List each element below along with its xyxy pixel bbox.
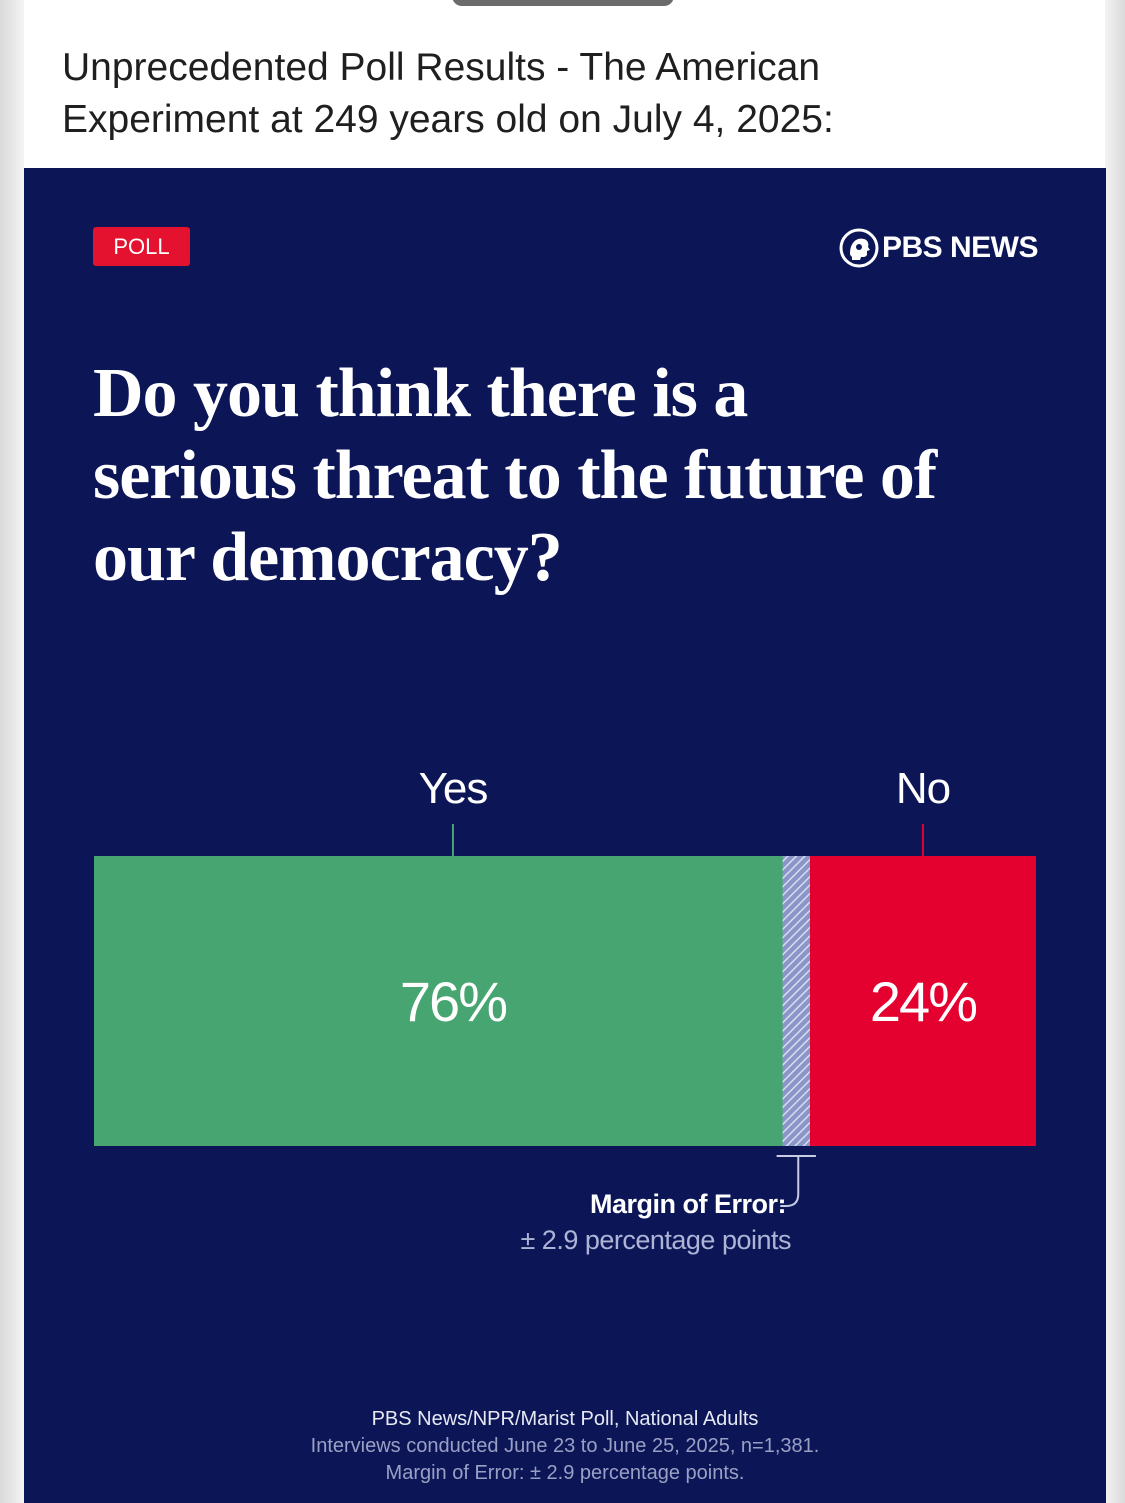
question-line-1: Do you think there is a — [93, 355, 748, 432]
poll-footer: PBS News/NPR/Marist Poll, National Adult… — [24, 1406, 1106, 1487]
pbs-news-logo: PBS NEWS — [839, 228, 1039, 268]
footer-interviews: Interviews conducted June 23 to June 25,… — [310, 1435, 820, 1457]
margin-of-error-label: Margin of Error: — [590, 1189, 786, 1219]
post-title: Unprecedented Poll Results - The America… — [62, 42, 1062, 146]
bar-no — [809, 856, 1036, 1146]
brand-name: PBS NEWS — [881, 231, 1039, 264]
value-label-yes: 76% — [400, 970, 506, 1033]
category-label-yes: Yes — [419, 764, 488, 813]
footer-margin-of-error: Margin of Error: ± 2.9 percentage points… — [385, 1462, 745, 1484]
post-title-line-1: Unprecedented Poll Results - The America… — [62, 46, 821, 89]
top-drag-handle[interactable] — [452, 0, 674, 6]
category-label-no: No — [896, 764, 950, 813]
poll-bar-chart: Yes No 76% 24% Margin of Error: ± 2.9 percent… — [94, 764, 1036, 1255]
bar-yes — [94, 856, 810, 1146]
poll-question: Do you think there is a serious threat t… — [93, 353, 1053, 599]
margin-of-error-value: ± 2.9 percentage points — [520, 1225, 791, 1255]
left-edge-shadow — [0, 0, 24, 1503]
poll-card: POLL PBS NEWS Do you think there is a se… — [24, 168, 1106, 1503]
value-label-no: 24% — [870, 970, 976, 1033]
footer-source: PBS News/NPR/Marist Poll, National Adult… — [371, 1408, 759, 1430]
margin-of-error-bracket — [776, 1155, 816, 1207]
margin-of-error-band — [782, 856, 810, 1146]
post-title-line-2: Experiment at 249 years old on July 4, 2… — [62, 98, 834, 141]
question-line-3: our democracy? — [93, 519, 563, 596]
right-edge-shadow — [1105, 0, 1125, 1503]
pbs-head-logo-icon — [839, 228, 879, 268]
poll-badge: POLL — [93, 227, 190, 266]
question-line-2: serious threat to the future of — [93, 437, 937, 514]
